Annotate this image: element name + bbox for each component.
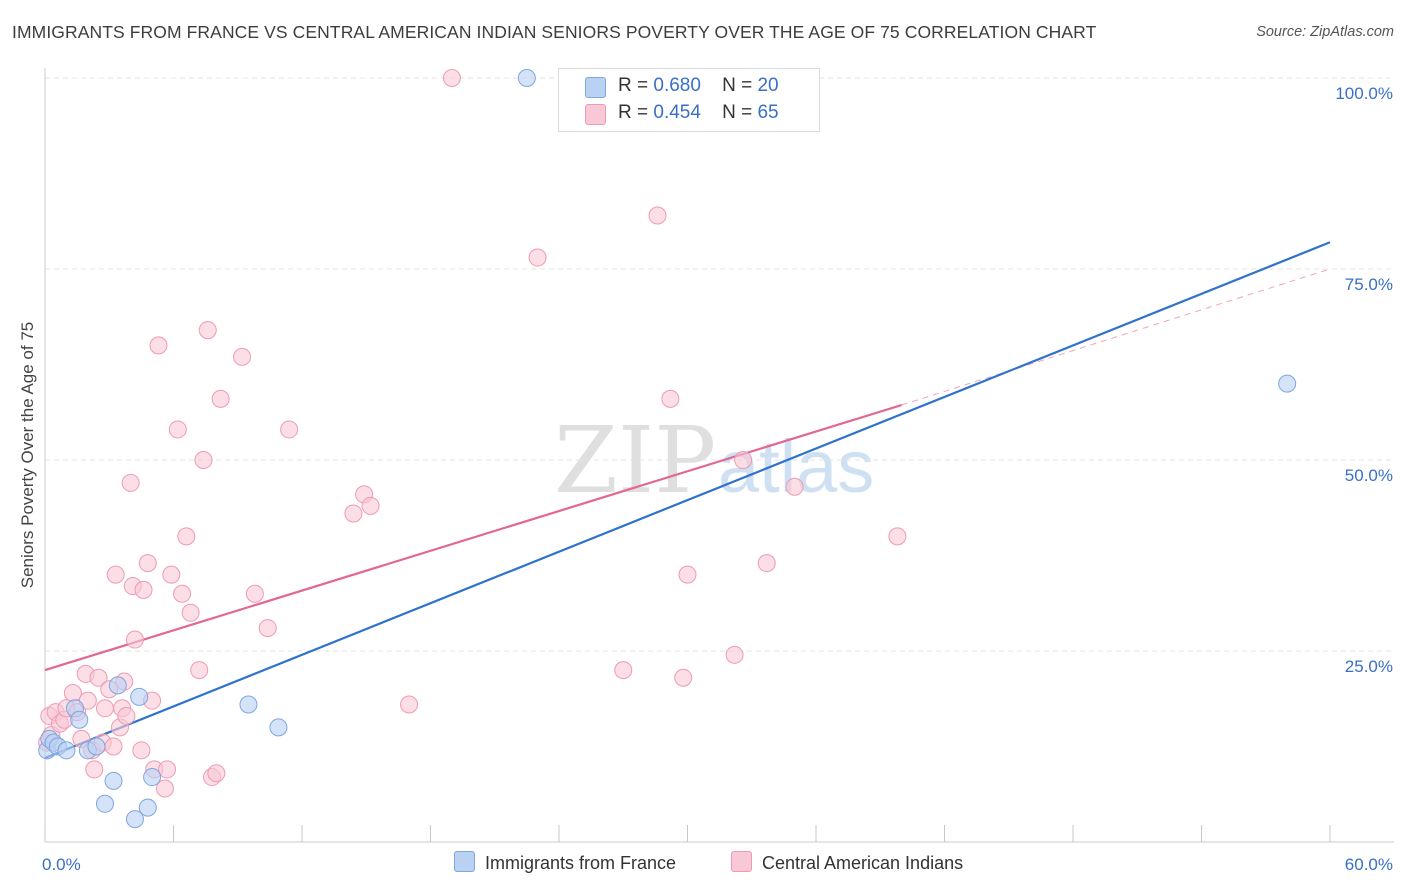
france-point: [130, 687, 149, 706]
france-point: [87, 737, 106, 756]
central-american-point: [194, 451, 213, 469]
france-point: [517, 69, 536, 87]
r-label: R =: [618, 102, 649, 123]
central-american-point: [149, 336, 168, 355]
n-value: 20: [757, 75, 779, 96]
central-american-point: [614, 661, 633, 680]
n-label: N =: [722, 75, 753, 96]
r-label: R =: [618, 75, 649, 96]
central-american-point: [89, 668, 108, 687]
central-american-point: [85, 760, 104, 779]
central-american-point: [361, 496, 380, 515]
central-american-point: [63, 684, 82, 703]
central-american-point: [207, 764, 226, 783]
central-american-point: [661, 389, 680, 408]
france-point: [1278, 374, 1297, 393]
central-american-point: [158, 760, 177, 779]
france-point: [143, 768, 162, 787]
central-american-point: [233, 347, 252, 366]
central-american-point: [155, 779, 174, 798]
central-american-point: [177, 527, 196, 546]
y-tick-label: 25.0%: [1345, 657, 1393, 676]
legend-swatch-blue: [454, 851, 475, 872]
central-american-point: [280, 420, 299, 439]
central-american-point: [125, 630, 144, 649]
central-american-point: [168, 420, 187, 439]
france-point: [95, 794, 114, 813]
central-american-point: [162, 565, 181, 584]
legend-label-central-american: Central American Indians: [762, 853, 964, 873]
central-american-point: [400, 695, 419, 714]
central-american-trend-extension: [901, 268, 1331, 406]
legend-item-france[interactable]: Immigrants from France: [454, 851, 676, 874]
france-point: [125, 810, 144, 829]
france-point: [239, 695, 258, 714]
n-label: N =: [722, 102, 753, 123]
x-tick-label: 60.0%: [1345, 855, 1393, 874]
central-american-point: [344, 504, 363, 523]
series-legend: Immigrants from France Central American …: [0, 851, 1406, 877]
central-american-point: [95, 699, 114, 718]
france-trend-line: [44, 241, 1331, 759]
r-value: 0.680: [653, 75, 701, 96]
central-american-point: [648, 206, 667, 225]
r-value: 0.454: [653, 102, 701, 123]
source-label: Source: ZipAtlas.com: [1256, 24, 1394, 40]
central-american-point: [104, 737, 123, 756]
legend-swatch-pink: [731, 851, 752, 872]
central-american-point: [528, 248, 547, 267]
france-point: [104, 771, 123, 790]
chart-title: IMMIGRANTS FROM FRANCE VS CENTRAL AMERIC…: [12, 22, 1097, 42]
france-point: [70, 710, 89, 729]
y-tick-label: 100.0%: [1335, 84, 1393, 103]
central-american-point: [132, 741, 151, 760]
correlation-legend: R = 0.680 N = 20 R = 0.454 N = 65: [558, 68, 820, 132]
legend-label-france: Immigrants from France: [485, 853, 677, 873]
central-american-point: [245, 584, 264, 603]
central-american-point: [173, 584, 192, 603]
central-american-point: [785, 477, 804, 496]
central-american-point: [106, 565, 125, 584]
central-american-point: [725, 645, 744, 664]
data-points: [38, 69, 1297, 829]
legend-swatch-pink: [585, 104, 606, 125]
central-american-point: [181, 603, 200, 622]
central-american-point: [198, 321, 217, 340]
central-american-point: [734, 451, 753, 469]
central-american-point: [121, 473, 140, 492]
france-point: [108, 676, 127, 695]
y-tick-label: 50.0%: [1345, 466, 1393, 485]
tick-labels: 25.0% 50.0% 75.0% 100.0% 0.0% 60.0%: [42, 84, 1393, 874]
central-american-point: [211, 389, 230, 408]
watermark-zip: ZIP: [554, 407, 716, 514]
central-american-point: [134, 580, 153, 599]
central-american-point: [258, 619, 277, 638]
central-american-point: [442, 69, 461, 87]
central-american-point: [190, 661, 209, 680]
central-american-point: [888, 527, 907, 546]
central-american-point: [757, 554, 776, 573]
france-point: [138, 798, 157, 817]
central-american-trend-line: [44, 403, 902, 672]
central-american-point: [678, 565, 697, 584]
france-point: [269, 718, 288, 737]
france-point: [57, 741, 76, 760]
trend-lines: [44, 241, 1331, 759]
n-value: 65: [757, 102, 779, 123]
central-american-point: [674, 668, 693, 687]
y-tick-label: 75.0%: [1345, 275, 1393, 294]
grid-lines: [45, 77, 1394, 652]
central-american-point: [117, 706, 136, 725]
central-american-point: [138, 554, 157, 573]
legend-item-central-american[interactable]: Central American Indians: [731, 851, 963, 874]
x-tick-label: 0.0%: [42, 855, 81, 874]
legend-swatch-blue: [585, 77, 606, 98]
